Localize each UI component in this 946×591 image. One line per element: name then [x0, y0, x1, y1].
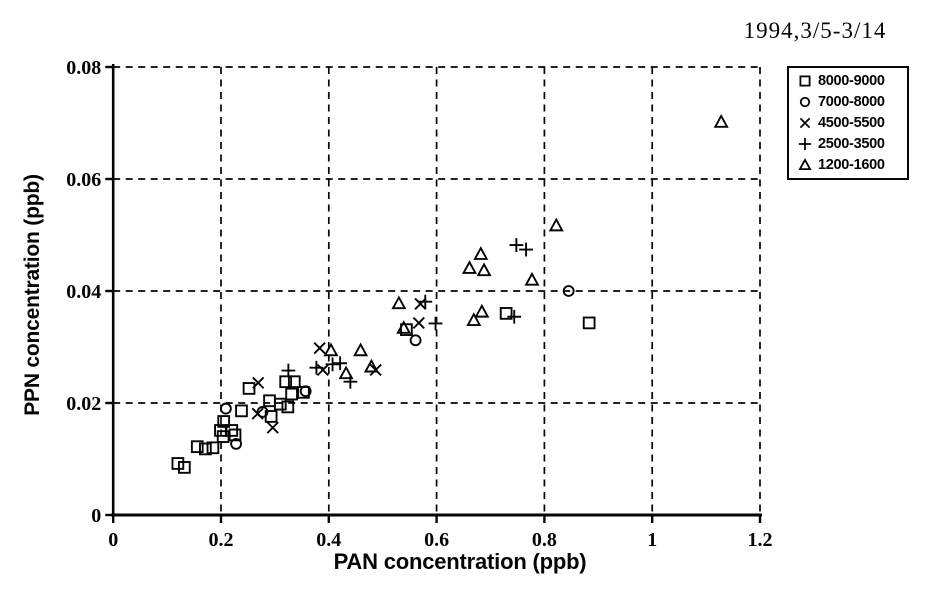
marker-circle — [299, 385, 312, 398]
marker-square — [281, 400, 295, 414]
marker-x — [266, 421, 279, 434]
marker-square — [285, 387, 298, 401]
legend-item: 2500-3500 — [796, 134, 903, 153]
marker-square — [199, 442, 212, 456]
legend-marker-square-icon — [799, 75, 811, 87]
marker-square — [279, 375, 293, 389]
series-4500-5500 — [251, 297, 427, 434]
marker-triangle — [798, 157, 812, 170]
marker-triangle — [323, 342, 339, 357]
marker-circle — [562, 285, 575, 297]
y-tick-label: 0 — [91, 505, 101, 527]
x-tick-label: 1 — [647, 529, 657, 551]
x-tick-label: 0 — [108, 529, 118, 551]
legend-item: 8000-9000 — [796, 72, 903, 91]
legend-item: 4500-5500 — [796, 113, 903, 132]
x-axis-label: PAN concentration (ppb) — [333, 549, 587, 574]
marker-triangle — [524, 271, 540, 286]
marker-plus — [309, 360, 324, 375]
legend-item-label: 2500-3500 — [818, 135, 885, 152]
marker-square — [190, 440, 204, 454]
marker-triangle — [391, 295, 407, 310]
marker-triangle — [461, 260, 477, 274]
series-1200-1600 — [323, 113, 729, 380]
marker-square — [263, 394, 276, 408]
legend-item-label: 7000-8000 — [818, 94, 885, 111]
marker-triangle — [353, 342, 369, 357]
y-tick-label: 0.08 — [66, 57, 101, 79]
marker-x — [412, 316, 425, 329]
legend-marker-triangle-icon — [798, 157, 812, 170]
marker-square — [177, 461, 191, 474]
x-tick-label: 0.8 — [532, 529, 557, 551]
marker-plus — [428, 316, 443, 331]
y-tick-label: 0.02 — [66, 393, 101, 415]
marker-circle — [219, 402, 232, 415]
marker-plus — [325, 357, 340, 372]
marker-circle — [256, 406, 269, 418]
x-tick-label: 0.4 — [316, 529, 341, 551]
marker-plus — [281, 363, 296, 378]
marker-plus — [333, 356, 348, 371]
marker-plus — [507, 309, 522, 324]
marker-x — [252, 376, 265, 389]
series-2500-3500 — [281, 238, 533, 389]
marker-triangle — [473, 246, 489, 260]
marker-x — [316, 363, 329, 377]
marker-square — [235, 404, 248, 418]
marker-triangle — [363, 358, 379, 373]
legend-marker-x-icon — [799, 117, 811, 129]
chart-title: 1994,3/5-3/14 — [743, 18, 887, 43]
marker-square — [273, 397, 287, 411]
marker-square — [206, 441, 220, 455]
marker-triangle — [466, 312, 482, 326]
legend-item-label: 4500-5500 — [818, 114, 885, 131]
marker-square — [242, 382, 256, 395]
marker-triangle — [396, 320, 412, 334]
marker-square — [499, 307, 513, 320]
marker-square — [799, 75, 811, 87]
legend: 8000-9000 7000-8000 4500-5500 2500-3500 1200… — [787, 66, 909, 180]
marker-plus — [519, 242, 533, 257]
legend-item-label: 8000-9000 — [818, 73, 885, 90]
x-tick-label: 0.6 — [424, 529, 449, 551]
marker-triangle — [548, 217, 564, 232]
marker-square — [582, 316, 596, 330]
y-tick-label: 0.06 — [66, 169, 101, 191]
marker-plus — [418, 294, 433, 309]
marker-circle — [799, 97, 811, 108]
series-7000-8000 — [219, 285, 575, 450]
legend-marker-plus-icon — [798, 137, 812, 150]
marker-plus — [509, 238, 524, 252]
legend-item: 1200-1600 — [796, 155, 903, 174]
marker-triangle — [338, 365, 354, 380]
y-tick-label: 0.04 — [66, 281, 101, 303]
marker-x — [313, 342, 326, 355]
marker-circle — [409, 334, 422, 347]
marker-x — [799, 117, 811, 129]
marker-triangle — [476, 262, 492, 277]
marker-triangle — [713, 113, 729, 128]
marker-x — [414, 297, 427, 310]
marker-circle — [230, 437, 243, 450]
legend-item: 7000-8000 — [796, 93, 903, 112]
x-tick-label: 1.2 — [748, 529, 773, 551]
x-tick-label: 0.2 — [209, 529, 234, 551]
legend-marker-circle-icon — [799, 97, 811, 108]
marker-square — [217, 415, 231, 428]
marker-plus — [798, 137, 812, 150]
marker-square — [171, 457, 185, 470]
marker-square — [228, 428, 242, 442]
marker-triangle — [474, 303, 490, 318]
marker-square — [400, 323, 413, 336]
marker-x — [251, 407, 264, 420]
marker-square — [287, 375, 301, 389]
legend-item-label: 1200-1600 — [818, 156, 885, 173]
